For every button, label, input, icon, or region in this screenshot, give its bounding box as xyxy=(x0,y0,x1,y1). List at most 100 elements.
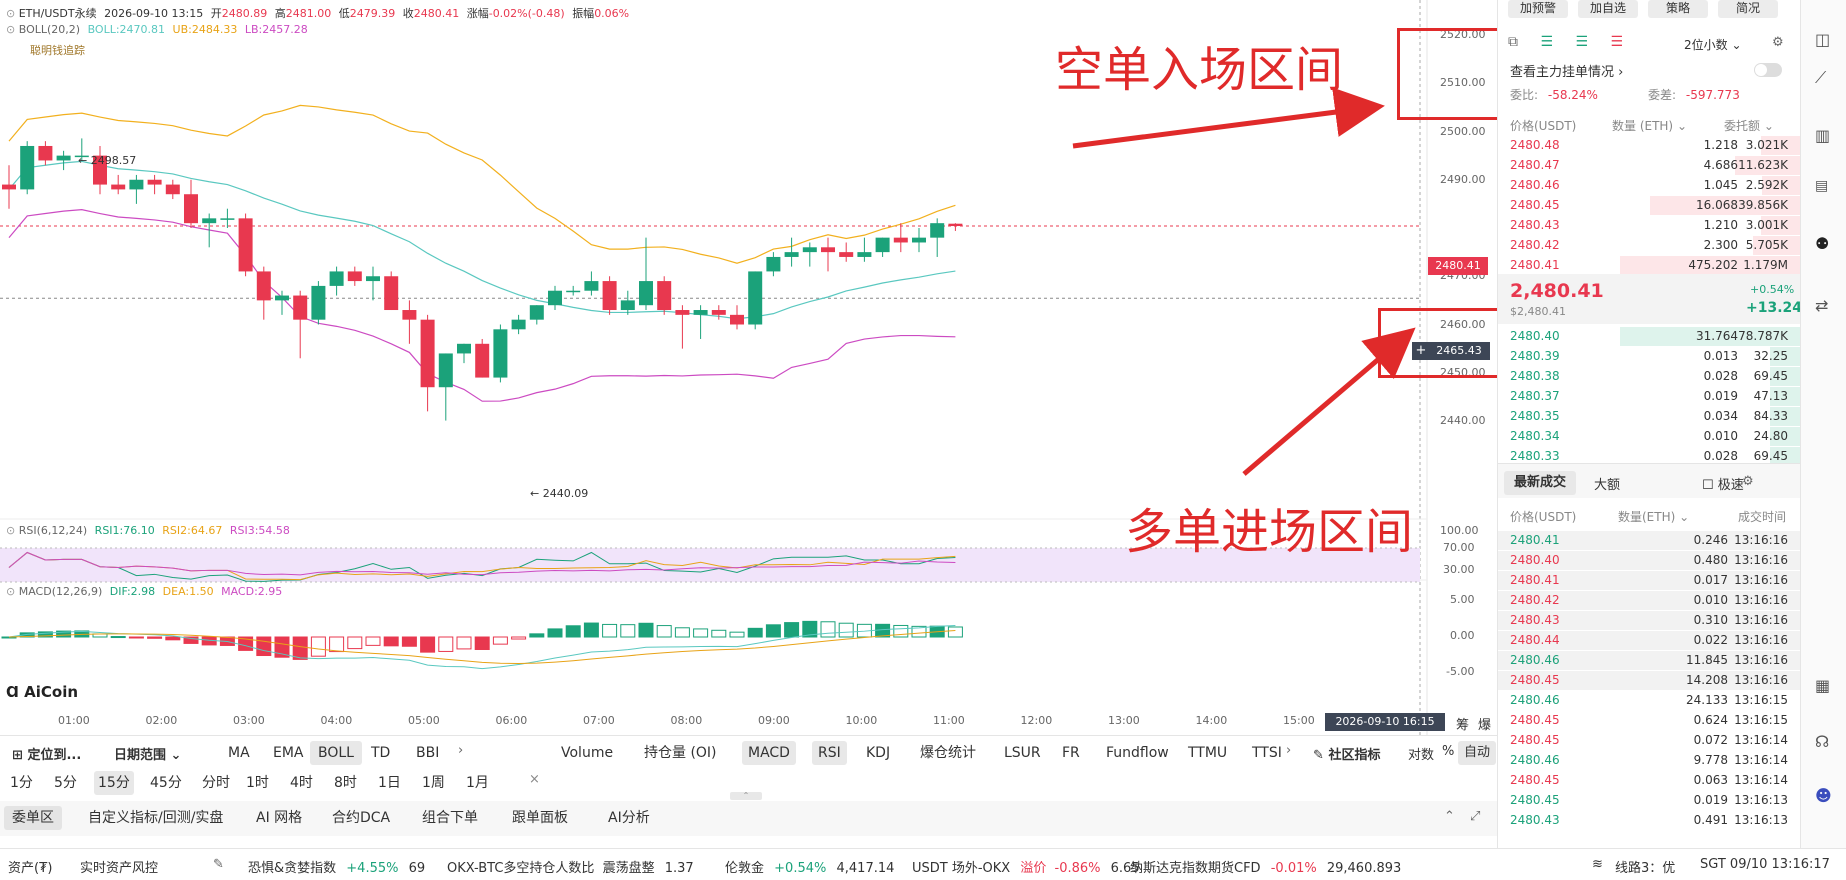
sub-indicator-item[interactable]: MACD xyxy=(742,741,796,765)
bottom-tab[interactable]: 合约DCA xyxy=(332,810,391,826)
chart-canvas[interactable] xyxy=(0,0,1500,740)
panel-top-button[interactable]: 简况 xyxy=(1718,0,1778,18)
sub-indicator-item[interactable]: KDJ xyxy=(866,745,891,761)
expand-panel-icon[interactable]: ⤢ xyxy=(1470,809,1481,824)
main-orders-toggle[interactable] xyxy=(1754,63,1782,77)
sub-indicator-item[interactable]: 持仓量 (OI) xyxy=(644,745,717,761)
sub-indicator-item[interactable]: Volume xyxy=(561,745,614,761)
etf-icon[interactable]: ▤ xyxy=(1815,178,1829,194)
sub-more-icon[interactable]: › xyxy=(1286,743,1292,758)
decimals-select[interactable]: 2位小数 ⌄ xyxy=(1684,36,1742,53)
bottom-tab[interactable]: AI 网格 xyxy=(256,810,303,826)
locate-button[interactable]: ⊞ 定位到... xyxy=(12,744,81,763)
chips-button[interactable]: 筹 xyxy=(1456,718,1470,733)
timeframe-item[interactable]: 15分 xyxy=(94,771,134,795)
pen-icon[interactable]: ✎ xyxy=(213,857,224,872)
main-orders-link[interactable]: 查看主力挂单情况 › xyxy=(1510,61,1623,80)
timeframe-item[interactable]: 1日 xyxy=(378,775,401,791)
orderbook-row[interactable]: 2480.45 16.068 39.856K xyxy=(1498,196,1800,215)
timeframe-item[interactable]: 分时 xyxy=(202,775,230,791)
panel-handle[interactable]: ⌃ xyxy=(730,792,762,800)
trend-icon[interactable]: ⟋ xyxy=(1815,68,1827,87)
assets-button[interactable]: 资产(₮) xyxy=(8,861,53,876)
log-scale-button[interactable]: 对数 xyxy=(1408,748,1435,763)
indicators-more-icon[interactable]: › xyxy=(458,743,464,758)
orderbook-row[interactable]: 2480.43 1.210 3.001K xyxy=(1498,216,1800,235)
date-range-button[interactable]: 日期范围 ⌄ xyxy=(114,744,181,763)
trades-settings-icon[interactable]: ⚙ xyxy=(1742,474,1754,489)
tab-latest-trades[interactable]: 最新成交 xyxy=(1504,471,1577,495)
orderbook-row[interactable]: 2480.40 31.764 78.787K xyxy=(1498,327,1800,346)
ticker-okx-ratio[interactable]: OKX-BTC多空持仓人数比 震荡盘整 1.37 xyxy=(447,857,694,876)
fast-toggle[interactable]: ☐ 极速 xyxy=(1702,474,1744,493)
indicator-ema[interactable]: EMA xyxy=(273,745,304,761)
panel-top-button[interactable]: 加自选 xyxy=(1578,0,1638,18)
connection-line[interactable]: 线路3：优 xyxy=(1615,861,1676,876)
layout-icon[interactable]: ▦ xyxy=(1815,676,1831,695)
indicator-bbi[interactable]: BBI xyxy=(416,745,440,761)
eye-icon[interactable]: ⊙ xyxy=(6,23,16,36)
ticker-nasdaq[interactable]: 纳斯达克指数期货CFD -0.01% 29,460.893 xyxy=(1130,857,1401,876)
timeframe-item[interactable]: 8时 xyxy=(334,775,357,791)
orderbook-row[interactable]: 2480.48 1.218 3.021K xyxy=(1498,136,1800,155)
timeframe-close-icon[interactable]: × xyxy=(529,772,540,787)
orderbook-row[interactable]: 2480.34 0.010 24.80 xyxy=(1498,427,1800,446)
ob-col-qty[interactable]: 数量 (ETH) ⌄ xyxy=(1612,119,1687,133)
add-order-icon[interactable]: + xyxy=(1412,342,1430,360)
collapse-panel-icon[interactable]: ⌃ xyxy=(1444,809,1455,824)
auto-scale-button[interactable]: 自动 xyxy=(1458,741,1497,765)
macd-eye-icon[interactable]: ⊙ xyxy=(6,585,16,598)
sub-indicator-item[interactable]: TTSI xyxy=(1252,745,1282,761)
bar-chart-icon[interactable]: ▥ xyxy=(1815,126,1831,145)
collapse-icon[interactable]: ⊙ xyxy=(6,7,16,20)
headset-icon[interactable]: ☊ xyxy=(1815,732,1830,751)
orderbook-row[interactable]: 2480.46 1.045 2.592K xyxy=(1498,176,1800,195)
bottom-tab[interactable]: 委单区 xyxy=(4,806,62,830)
percent-scale-button[interactable]: % xyxy=(1442,744,1455,759)
timeframe-item[interactable]: 45分 xyxy=(150,775,182,791)
orderbook-row[interactable]: 2480.37 0.019 47.13 xyxy=(1498,387,1800,406)
sub-indicator-item[interactable]: FR xyxy=(1062,745,1080,761)
timeframe-item[interactable]: 1时 xyxy=(246,775,269,791)
sub-indicator-item[interactable]: 爆仓统计 xyxy=(920,745,976,761)
burst-button[interactable]: 爆 xyxy=(1478,718,1492,733)
ob-col-value[interactable]: 委托额 ⌄ xyxy=(1724,119,1774,133)
settings-icon[interactable]: ⚙ xyxy=(1772,35,1784,50)
bottom-tab[interactable]: 组合下单 xyxy=(422,810,478,826)
orderbook-row[interactable]: 2480.38 0.028 69.45 xyxy=(1498,367,1800,386)
orderbook-row[interactable]: 2480.42 2.300 5.705K xyxy=(1498,236,1800,255)
ticker-gold[interactable]: 伦敦金 +0.54% 4,417.14 xyxy=(725,857,894,876)
asks-only-icon[interactable]: ☰ xyxy=(1610,34,1624,50)
rsi-eye-icon[interactable]: ⊙ xyxy=(6,524,16,537)
timeframe-item[interactable]: 1周 xyxy=(422,775,445,791)
risk-button[interactable]: 实时资产风控 xyxy=(80,861,159,876)
fast-checkbox[interactable]: ☐ xyxy=(1702,478,1714,493)
sub-indicator-item[interactable]: TTMU xyxy=(1188,745,1228,761)
indicator-td[interactable]: TD xyxy=(371,745,391,761)
bottom-tab[interactable]: 跟单面板 xyxy=(512,810,568,826)
ticker-fear[interactable]: 恐惧&贪婪指数 +4.55% 69 xyxy=(248,857,425,876)
both-sides-icon[interactable]: ☰ xyxy=(1540,34,1554,50)
detach-icon[interactable]: ⧉ xyxy=(1508,34,1518,50)
assistant-icon[interactable]: ☻ xyxy=(1815,786,1832,805)
timeframe-item[interactable]: 5分 xyxy=(54,775,77,791)
ticker-usdt-otc[interactable]: USDT 场外-OKX 溢价 -0.86% 6.65 xyxy=(912,857,1140,876)
orderbook-row[interactable]: 2480.35 0.034 84.33 xyxy=(1498,407,1800,426)
orderbook-row[interactable]: 2480.41 475.202 1.179M xyxy=(1498,256,1800,275)
exchange-icon[interactable]: ⇄ xyxy=(1815,296,1829,315)
sub-indicator-item[interactable]: RSI xyxy=(812,741,847,765)
depth-chart-icon[interactable]: ◫ xyxy=(1815,30,1831,49)
timeframe-item[interactable]: 1分 xyxy=(10,775,33,791)
tab-big-trades[interactable]: 大额 xyxy=(1594,478,1621,493)
community-indicator-button[interactable]: ✎ 社区指标 xyxy=(1313,744,1380,763)
orderbook-row[interactable]: 2480.47 4.686 11.623K xyxy=(1498,156,1800,175)
sub-indicator-item[interactable]: LSUR xyxy=(1004,745,1041,761)
tr-col-qty[interactable]: 数量(ETH) ⌄ xyxy=(1618,510,1690,524)
orderbook-row[interactable]: 2480.33 0.028 69.45 xyxy=(1498,447,1800,466)
bottom-tab[interactable]: 自定义指标/回测/实盘 xyxy=(88,810,224,826)
robot-icon[interactable]: ⚉ xyxy=(1815,234,1830,253)
panel-top-button[interactable]: 策略 xyxy=(1648,0,1708,18)
orderbook-row[interactable]: 2480.39 0.013 32.25 xyxy=(1498,347,1800,366)
bids-only-icon[interactable]: ☰ xyxy=(1575,34,1589,50)
bottom-tab[interactable]: AI分析 xyxy=(608,810,650,826)
